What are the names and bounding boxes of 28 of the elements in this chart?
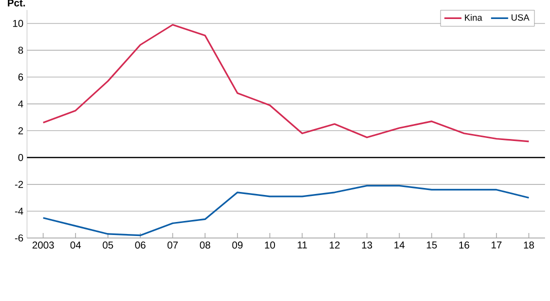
x-tick-label: 11 [298, 242, 307, 248]
y-tick-label: 0 [18, 154, 24, 162]
legend-label: USA [512, 14, 530, 21]
x-tick-label: 18 [524, 242, 534, 249]
legend-label: Kina [464, 14, 482, 21]
y-tick-label: -2 [15, 180, 23, 188]
y-tick-label: 6 [18, 74, 24, 81]
x-tick-label: 2003 [32, 242, 54, 249]
x-tick-label: 14 [394, 242, 405, 248]
y-tick-label: -6 [15, 234, 24, 242]
y-tick-label: -4 [15, 208, 24, 215]
x-tick-label: 05 [102, 242, 114, 249]
line-series [42, 24, 530, 142]
x-tick-label: 15 [426, 242, 437, 249]
y-tick-label: 10 [13, 20, 24, 27]
x-tick-label: 07 [168, 242, 178, 249]
y-tick-label: 4 [18, 100, 24, 108]
y-tick-label: 2 [18, 127, 23, 134]
x-tick-label: 16 [459, 242, 470, 249]
x-tick-label: 08 [200, 242, 210, 249]
x-tick-label: 12 [330, 242, 340, 249]
x-tick-label: 04 [70, 242, 81, 249]
x-tick-label: 09 [232, 242, 243, 249]
x-tick-label: 17 [492, 242, 502, 248]
x-tick-label: 13 [362, 242, 372, 249]
x-tick-label: 06 [135, 242, 146, 249]
y-tick-label: 8 [18, 46, 24, 54]
x-tick-label: 10 [265, 242, 275, 249]
